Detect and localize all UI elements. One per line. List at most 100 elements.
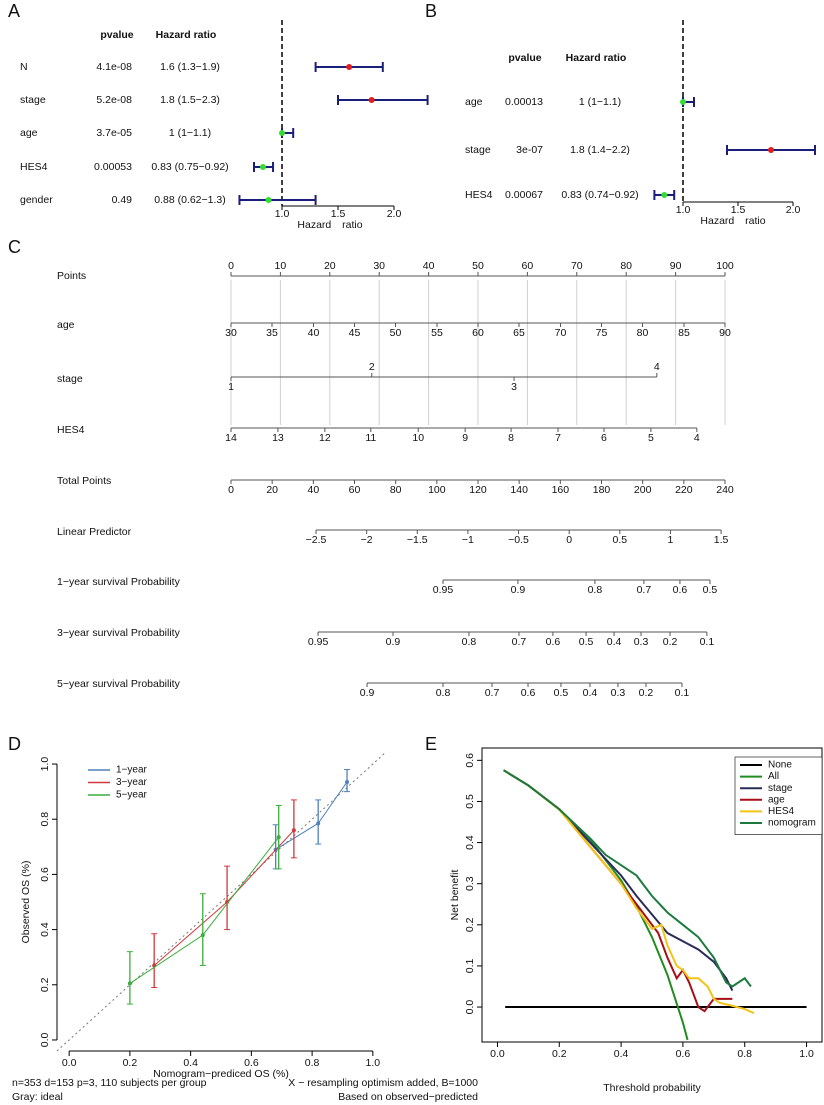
scale-tick-label: 1 bbox=[228, 381, 234, 393]
ideal-line bbox=[56, 752, 386, 1052]
scale-tick-label: 60 bbox=[472, 327, 484, 339]
hazard-ratio-label: 1 (1−1.1) bbox=[169, 127, 211, 139]
row-label: 1−year survival Probability bbox=[57, 576, 181, 588]
point bbox=[291, 828, 296, 833]
x-tick-label: 1.0 bbox=[676, 204, 691, 216]
scale-tick-label: 0.6 bbox=[673, 584, 688, 596]
panel-label: C bbox=[8, 237, 21, 257]
scale-tick-label: 75 bbox=[596, 327, 608, 339]
scale-tick-label: 30 bbox=[225, 327, 237, 339]
scale-tick-label: 0.5 bbox=[554, 687, 569, 699]
scale-tick-label: 1.5 bbox=[714, 534, 729, 546]
y-tick-label: 1.0 bbox=[39, 757, 51, 772]
scale-tick-label: 20 bbox=[324, 260, 336, 272]
scale-tick-label: 0.1 bbox=[675, 687, 690, 699]
y-tick-label: 0.2 bbox=[464, 917, 476, 932]
hazard-ratio-label: 1.8 (1.5−2.3) bbox=[160, 94, 220, 106]
scale-tick-label: 12 bbox=[319, 432, 331, 444]
scale-tick-label: −1 bbox=[462, 534, 474, 546]
x-tick-label: 1.0 bbox=[275, 208, 290, 220]
hazard-ratio-label: 0.88 (0.62−1.3) bbox=[154, 194, 226, 206]
note: X − resampling optimism added, B=1000 bbox=[288, 1077, 478, 1089]
x-tick-label: 0.8 bbox=[737, 1048, 752, 1060]
hazard-ratio-label: 1.6 (1.3−1.9) bbox=[160, 61, 220, 73]
panel-label: E bbox=[425, 734, 437, 754]
x-tick-label: 0.6 bbox=[676, 1048, 691, 1060]
x-axis-label: Nomogram−prediced OS (%) bbox=[153, 1068, 289, 1080]
column-header: pvalue bbox=[100, 29, 133, 41]
point bbox=[200, 933, 205, 938]
x-axis-label: Threshold probability bbox=[603, 1082, 701, 1094]
scale-tick-label: 45 bbox=[349, 327, 361, 339]
row-label: stage bbox=[57, 373, 83, 385]
x-tick-label: 0.8 bbox=[305, 1057, 320, 1069]
scale-tick-label: −2.5 bbox=[306, 534, 327, 546]
scale-tick-label: 9 bbox=[462, 432, 468, 444]
scale-tick-label: 50 bbox=[472, 260, 484, 272]
x-tick-label: 1.0 bbox=[366, 1057, 381, 1069]
scale-tick-label: 90 bbox=[670, 260, 682, 272]
hazard-ratio-point bbox=[368, 97, 375, 103]
scale-tick-label: 13 bbox=[272, 432, 284, 444]
scale-tick-label: 70 bbox=[571, 260, 583, 272]
hazard-ratio-point bbox=[259, 164, 266, 170]
scale-tick-label: 0.5 bbox=[613, 534, 628, 546]
series-line bbox=[503, 769, 752, 988]
scale-tick-label: 0.95 bbox=[308, 636, 329, 648]
scale-tick-label: 0.8 bbox=[436, 687, 451, 699]
hazard-ratio-point bbox=[346, 64, 353, 70]
panel-label: A bbox=[8, 1, 20, 21]
y-tick-label: 0.4 bbox=[39, 922, 51, 937]
scale-tick-label: 4 bbox=[654, 361, 660, 373]
scale-tick-label: 4 bbox=[694, 432, 700, 444]
scale-tick-label: 55 bbox=[431, 327, 443, 339]
scale-tick-label: 60 bbox=[349, 484, 361, 496]
series-line bbox=[275, 781, 348, 850]
y-tick-label: 0.5 bbox=[464, 794, 476, 809]
series-line bbox=[503, 769, 733, 1013]
y-tick-label: 0.0 bbox=[39, 1033, 51, 1048]
scale-tick-label: 80 bbox=[620, 260, 632, 272]
scale-tick-label: −1.5 bbox=[407, 534, 428, 546]
legend-label: All bbox=[768, 771, 779, 782]
column-header: Hazard ratio bbox=[156, 29, 217, 41]
row-label: HES4 bbox=[57, 424, 85, 436]
p-value: 5.2e-08 bbox=[96, 94, 132, 106]
y-tick-label: 0.8 bbox=[39, 812, 51, 827]
scale-tick-label: 8 bbox=[508, 432, 514, 444]
row-label: 3−year survival Probability bbox=[57, 627, 181, 639]
scale-tick-label: 50 bbox=[390, 327, 402, 339]
scale-tick-label: 240 bbox=[716, 484, 734, 496]
scale-tick-label: 10 bbox=[275, 260, 287, 272]
point bbox=[276, 835, 281, 840]
p-value: 3.7e-05 bbox=[96, 127, 132, 139]
scale-tick-label: 0.6 bbox=[546, 636, 561, 648]
y-tick-label: 0.4 bbox=[464, 835, 476, 850]
x-tick-label: 2.0 bbox=[786, 204, 801, 216]
scale-tick-label: 20 bbox=[266, 484, 278, 496]
hazard-ratio-point bbox=[768, 147, 774, 153]
legend-label: HES4 bbox=[768, 806, 795, 817]
scale-tick-label: 85 bbox=[678, 327, 690, 339]
row-label: stage bbox=[20, 94, 46, 106]
scale-tick-label: 30 bbox=[373, 260, 385, 272]
x-axis-label: Hazard ratio bbox=[297, 219, 362, 231]
y-tick-label: 0.2 bbox=[39, 977, 51, 992]
scale-tick-label: 60 bbox=[522, 260, 534, 272]
x-tick-label: 1.5 bbox=[731, 204, 746, 216]
legend-box bbox=[734, 756, 823, 835]
scale-tick-label: 0.7 bbox=[485, 687, 500, 699]
row-label: age bbox=[465, 96, 483, 108]
point bbox=[345, 779, 350, 784]
scale-tick-label: 40 bbox=[307, 484, 319, 496]
p-value: 0.00067 bbox=[505, 189, 543, 201]
hazard-ratio-point bbox=[680, 99, 686, 105]
series-line bbox=[129, 836, 280, 984]
scale-tick-label: 0.3 bbox=[611, 687, 626, 699]
row-label: HES4 bbox=[20, 161, 48, 173]
scale-tick-label: 6 bbox=[601, 432, 607, 444]
scale-tick-label: 80 bbox=[390, 484, 402, 496]
scale-tick-label: 0.5 bbox=[703, 584, 718, 596]
